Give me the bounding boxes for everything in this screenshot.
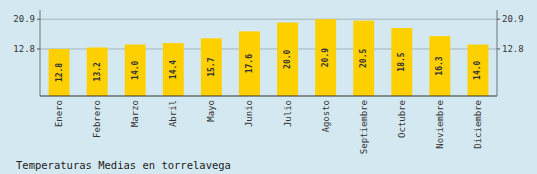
data-label: 20.0 bbox=[283, 49, 292, 68]
bar bbox=[277, 23, 298, 96]
bar bbox=[125, 45, 146, 96]
x-tick-label: Enero bbox=[54, 100, 64, 127]
y2-tick bbox=[497, 19, 500, 20]
y-tick bbox=[37, 19, 40, 20]
bar bbox=[87, 48, 108, 96]
x-tick-label: Agosto bbox=[321, 100, 331, 133]
bar bbox=[239, 31, 260, 96]
bar bbox=[49, 49, 70, 96]
x-tick-label: Noviembre bbox=[435, 100, 445, 149]
y-axis-line bbox=[40, 10, 41, 96]
y-tick-label: 12.8 bbox=[13, 44, 35, 54]
grid-line bbox=[40, 48, 497, 49]
data-label: 14.4 bbox=[169, 60, 178, 79]
grid-line bbox=[40, 19, 497, 20]
data-label: 17.6 bbox=[245, 54, 254, 73]
data-label: 14.0 bbox=[131, 60, 140, 79]
data-label: 14.0 bbox=[473, 60, 482, 79]
data-label: 18.5 bbox=[397, 52, 406, 71]
y-tick-label: 20.9 bbox=[13, 14, 35, 24]
y2-tick-label: 20.9 bbox=[502, 14, 524, 24]
title: Temperaturas Medias en torrelavega bbox=[16, 159, 231, 171]
data-label: 20.9 bbox=[321, 48, 330, 67]
bar bbox=[391, 28, 412, 96]
y-tick bbox=[37, 48, 40, 49]
y2-tick bbox=[497, 48, 500, 49]
x-tick-label: Diciembre bbox=[473, 100, 483, 149]
x-axis-line bbox=[40, 95, 497, 96]
bar bbox=[353, 21, 374, 96]
x-tick-label: Septiembre bbox=[359, 100, 369, 154]
bar bbox=[201, 38, 222, 96]
data-label: 15.7 bbox=[207, 57, 216, 76]
x-tick-label: Mayo bbox=[206, 100, 216, 122]
data-label: 12.8 bbox=[55, 63, 64, 82]
bar bbox=[429, 36, 450, 96]
x-tick-label: Junio bbox=[244, 100, 254, 127]
x-tick-label: Marzo bbox=[130, 100, 140, 127]
x-tick-label: Julio bbox=[283, 100, 293, 127]
y2-tick-label: 12.8 bbox=[502, 44, 524, 54]
chart: 12.8 13.2 14.0 14.4 15.7 17.6 20.0 20.9 20.5 18.5… bbox=[0, 0, 537, 174]
data-label: 13.2 bbox=[93, 62, 102, 81]
bar bbox=[315, 19, 336, 96]
x-tick-label: Febrero bbox=[92, 100, 102, 138]
y2-axis-line bbox=[497, 10, 498, 96]
data-label: 16.3 bbox=[435, 56, 444, 75]
bar bbox=[467, 45, 488, 96]
data-label: 20.5 bbox=[359, 49, 368, 68]
x-tick-label: Abril bbox=[168, 100, 178, 127]
bar bbox=[163, 43, 184, 96]
bars bbox=[49, 19, 489, 96]
x-tick-label: Octubre bbox=[397, 100, 407, 138]
